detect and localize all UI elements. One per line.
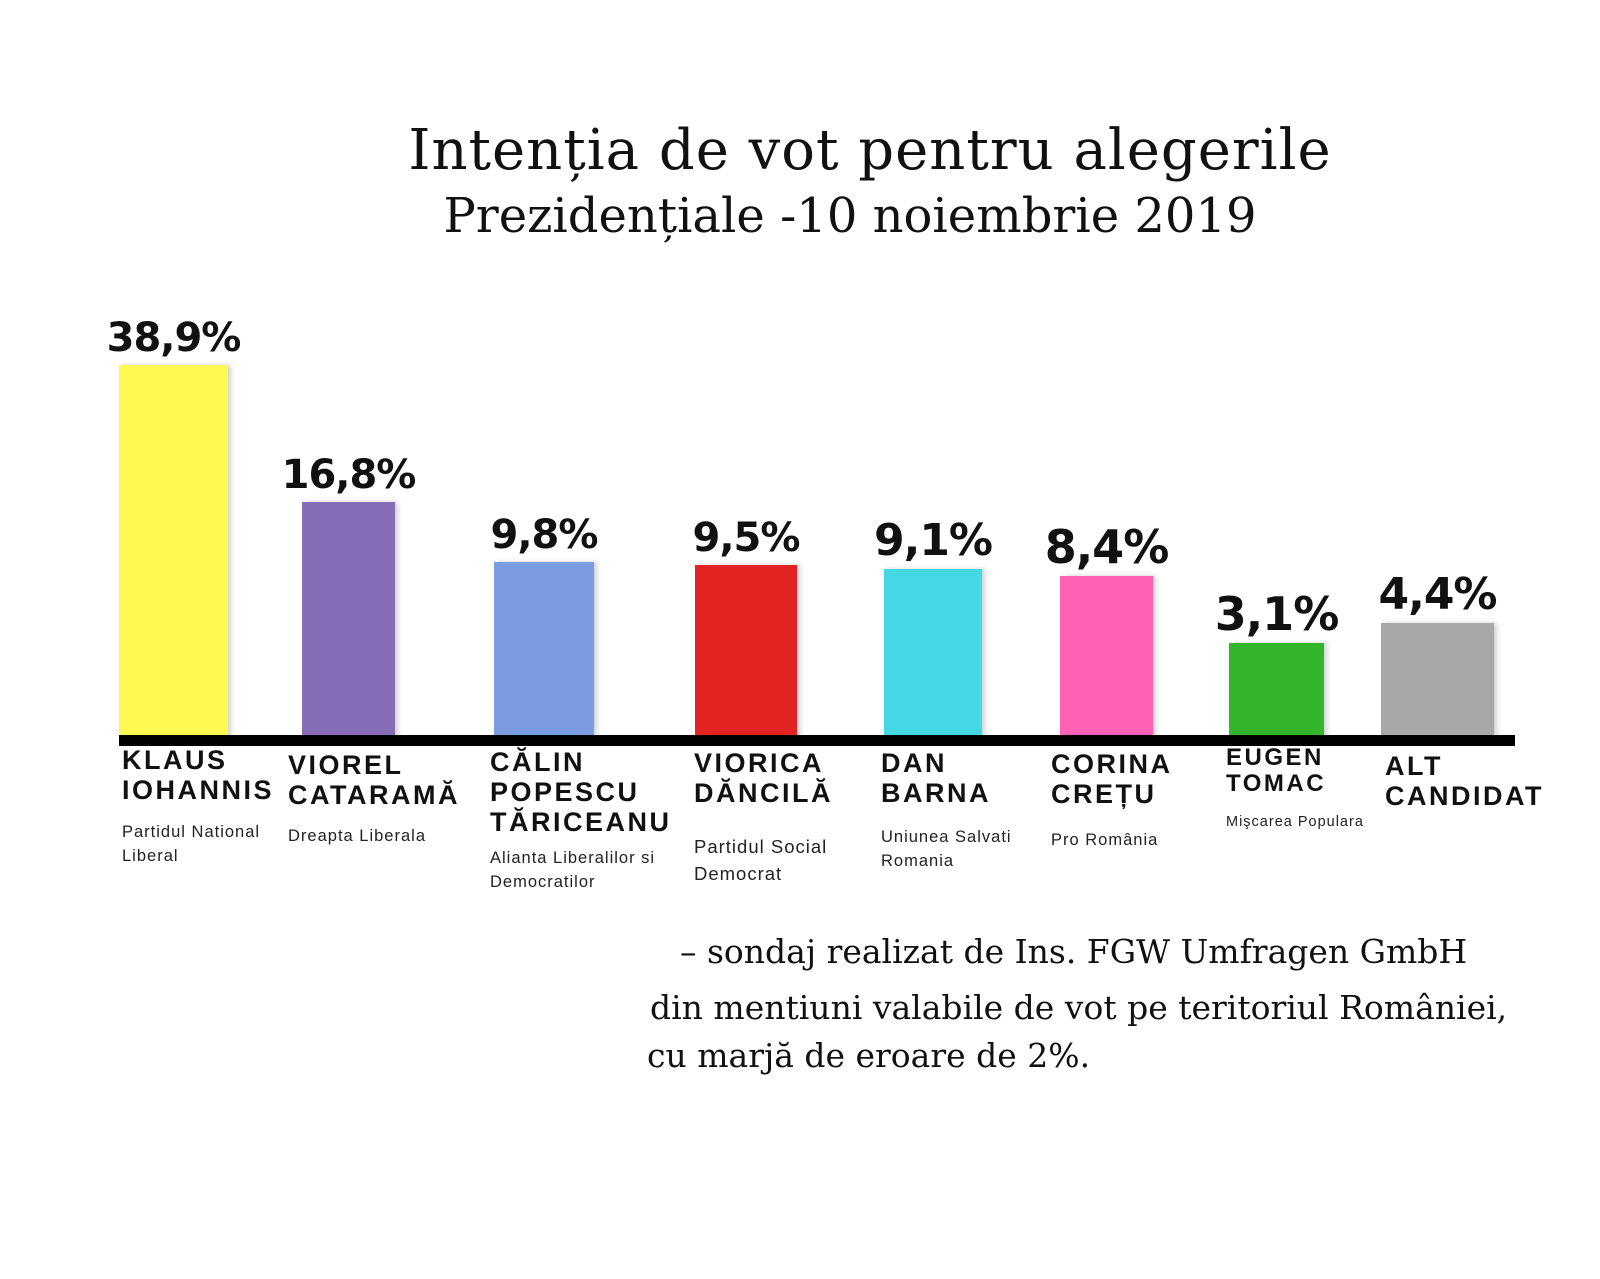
bar-5 bbox=[1060, 576, 1153, 739]
x-axis-line bbox=[119, 735, 1515, 746]
bar-4 bbox=[884, 569, 982, 739]
candidate-name: KLAUS IOHANNIS bbox=[122, 745, 275, 805]
bar-value-label: 9,8% bbox=[490, 512, 599, 558]
candidate-party: Partidul National Liberal bbox=[122, 823, 261, 865]
bar-value-label: 9,1% bbox=[873, 515, 993, 566]
bar-value-label: 3,1% bbox=[1214, 587, 1340, 641]
bar-value-label: 8,4% bbox=[1044, 520, 1170, 574]
candidate-name: ALT CANDIDAT bbox=[1385, 751, 1544, 811]
candidate-party: Alianta Liberalilor si Democratilor bbox=[490, 849, 656, 891]
candidate-name: VIORICA DĂNCILĂ bbox=[694, 748, 833, 808]
bar-6 bbox=[1229, 643, 1324, 739]
bar-value-label: 16,8% bbox=[281, 452, 417, 498]
bar-0 bbox=[119, 365, 228, 739]
bar-value-label: 38,9% bbox=[106, 315, 242, 361]
bar-2 bbox=[494, 562, 594, 739]
candidate-party: Uniunea Salvati Romania bbox=[881, 828, 1012, 870]
candidate-name: CĂLIN POPESCU TĂRICEANU bbox=[490, 747, 672, 837]
bar-value-label: 9,5% bbox=[692, 515, 801, 561]
candidate-name: CORINA CREȚU bbox=[1051, 749, 1173, 809]
candidate-name: VIOREL CATARAMĂ bbox=[288, 750, 460, 810]
bar-value-label: 4,4% bbox=[1378, 569, 1497, 620]
bar-3 bbox=[695, 565, 797, 739]
source-note-line-3: cu marjă de eroare de 2%. bbox=[647, 1036, 1091, 1075]
candidate-party: Mişcarea Populara bbox=[1226, 814, 1364, 830]
bar-1 bbox=[302, 502, 395, 739]
candidate-name: EUGEN TOMAC bbox=[1226, 744, 1327, 797]
candidate-party: Partidul Social Democrat bbox=[694, 836, 828, 884]
source-note-line-1: – sondaj realizat de Ins. FGW Umfragen G… bbox=[680, 932, 1468, 971]
chart-subtitle: Prezidențiale -10 noiembrie 2019 bbox=[443, 188, 1257, 244]
candidate-party: Pro România bbox=[1051, 831, 1159, 849]
candidate-name: DAN BARNA bbox=[881, 748, 991, 808]
bar-7 bbox=[1381, 623, 1494, 739]
source-note-line-2: din mentiuni valabile de vot pe teritori… bbox=[650, 988, 1508, 1027]
candidate-party: Dreapta Liberala bbox=[288, 827, 426, 845]
chart-title: Intenția de vot pentru alegerile bbox=[408, 118, 1332, 183]
